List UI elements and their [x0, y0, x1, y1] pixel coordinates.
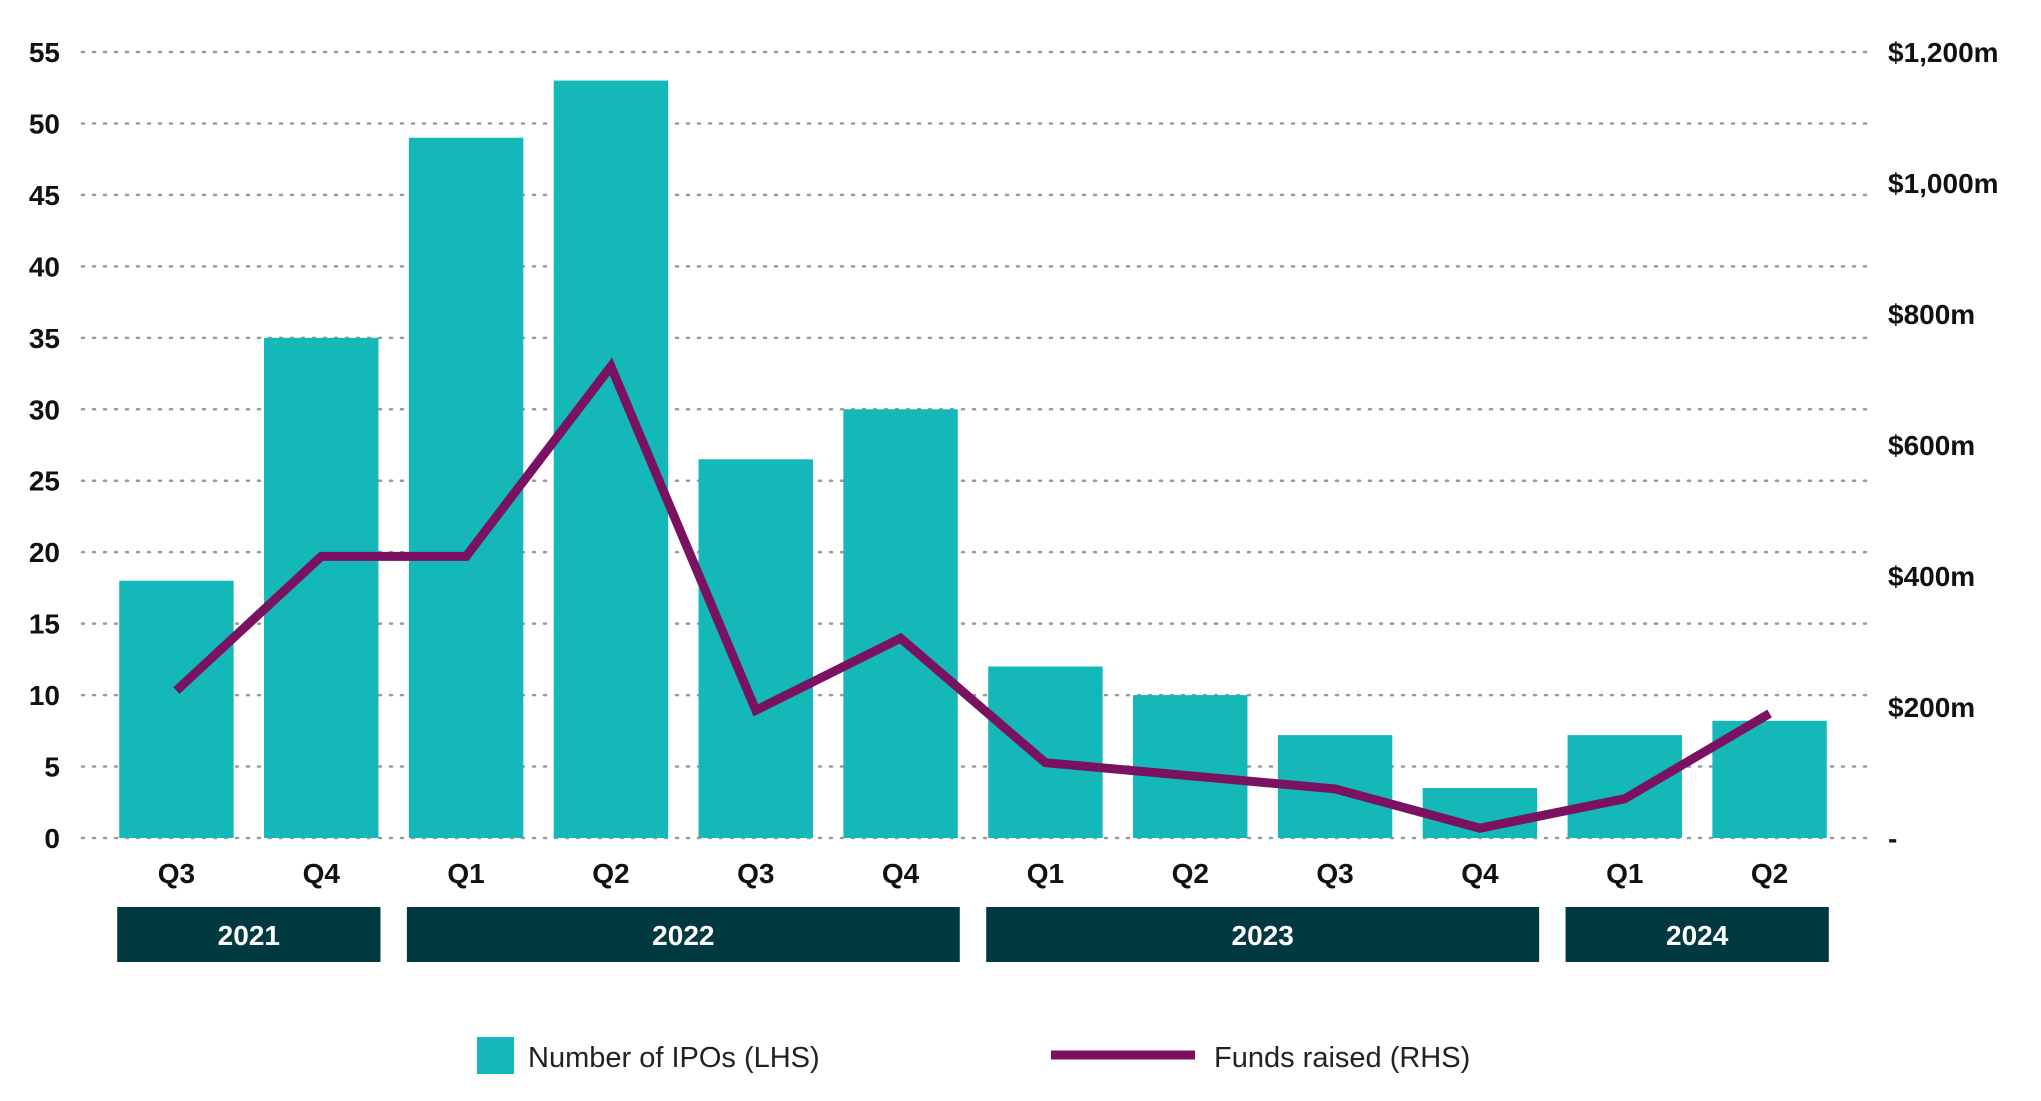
- right-tick-label: $1,200m: [1888, 37, 1999, 68]
- left-tick-label: 55: [29, 37, 60, 68]
- bar-ipos-2: [408, 137, 524, 838]
- year-band-2023: [986, 907, 1540, 962]
- x-tick-label: Q3: [737, 858, 774, 889]
- year-band-2021: [117, 907, 381, 962]
- x-tick-label: Q1: [447, 858, 484, 889]
- bar-ipos-6: [988, 666, 1103, 838]
- x-tick-label: Q2: [1751, 858, 1788, 889]
- left-tick-label: 40: [29, 251, 60, 282]
- x-tick-label: Q2: [1172, 858, 1209, 889]
- bar-ipos-10: [1567, 735, 1682, 838]
- year-band-2024: [1565, 907, 1829, 962]
- x-tick-label: Q4: [1461, 858, 1499, 889]
- year-band-label: 2023: [1232, 920, 1294, 951]
- right-tick-label: -: [1888, 823, 1897, 854]
- left-tick-label: 20: [29, 537, 60, 568]
- year-band-2022: [406, 907, 960, 962]
- x-axis-quarters: Q3 Q4 Q1 Q2 Q3 Q4 Q1 Q2 Q3 Q4 Q1 Q2: [158, 858, 1789, 889]
- left-tick-label: 30: [29, 394, 60, 425]
- funds-line: [173, 357, 1772, 833]
- legend-swatch-bars: [477, 1037, 514, 1074]
- bar-ipos-4: [698, 459, 813, 838]
- x-tick-label: Q1: [1606, 858, 1643, 889]
- year-band-label: 2021: [218, 920, 280, 951]
- bar-ipos-0: [119, 580, 234, 838]
- right-tick-label: $400m: [1888, 561, 1975, 592]
- year-bands: 2021 2022 2023 2024: [117, 907, 1829, 962]
- grid-lines: [80, 50, 1872, 840]
- x-tick-label: Q2: [592, 858, 629, 889]
- right-tick-label: $1,000m: [1888, 168, 1999, 199]
- x-tick-label: Q1: [1027, 858, 1064, 889]
- left-tick-label: 35: [29, 323, 60, 354]
- left-tick-label: 45: [29, 180, 60, 211]
- right-tick-label: $200m: [1888, 692, 1975, 723]
- x-tick-label: Q4: [882, 858, 920, 889]
- right-y-axis: - $200m $400m $600m $800m $1,000m $1,200m: [1888, 37, 1999, 854]
- bar-ipos-5: [843, 409, 958, 838]
- left-tick-label: 10: [29, 680, 60, 711]
- year-band-label: 2022: [652, 920, 714, 951]
- right-tick-label: $600m: [1888, 430, 1975, 461]
- x-tick-label: Q3: [158, 858, 195, 889]
- ipo-bars: [119, 80, 1827, 839]
- legend-label-bars: Number of IPOs (LHS): [528, 1042, 820, 1074]
- left-tick-label: 0: [44, 823, 60, 854]
- funds-raised-line: [173, 357, 1772, 833]
- left-tick-label: 25: [29, 466, 60, 497]
- left-tick-label: 5: [44, 752, 60, 783]
- right-tick-label: $800m: [1888, 299, 1975, 330]
- x-tick-label: Q3: [1316, 858, 1353, 889]
- bar-ipos-7: [1133, 695, 1248, 838]
- left-tick-label: 15: [29, 609, 60, 640]
- year-band-label: 2024: [1666, 920, 1729, 951]
- left-y-axis: 0 5 10 15 20 25 30 35 40 45 50 55: [29, 37, 60, 854]
- left-tick-label: 50: [29, 108, 60, 139]
- legend-label-line: Funds raised (RHS): [1214, 1042, 1470, 1074]
- legend: Number of IPOs (LHS) Funds raised (RHS): [477, 1037, 1470, 1074]
- x-tick-label: Q4: [303, 858, 341, 889]
